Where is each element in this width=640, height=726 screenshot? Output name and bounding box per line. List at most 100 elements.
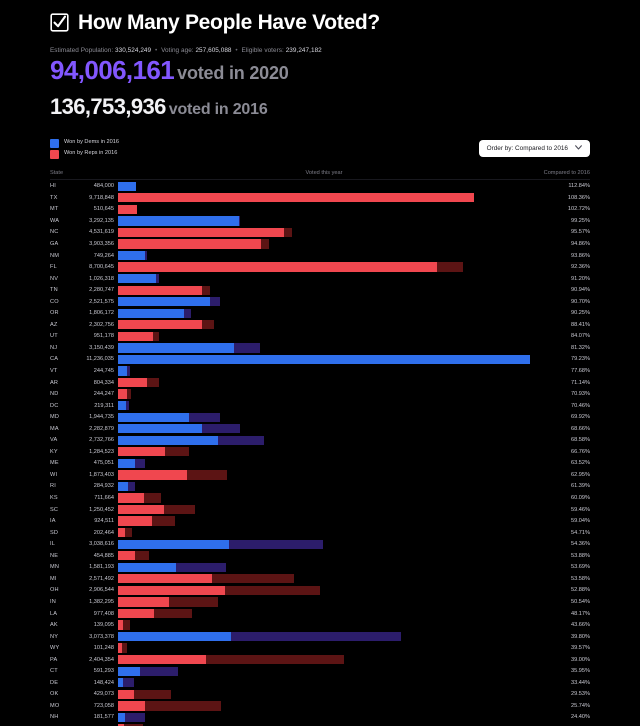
state-abbr: NE <box>50 552 59 559</box>
table-row[interactable]: ND 244,247 70.93% <box>50 388 590 400</box>
compared-to-2016: 48.17% <box>571 610 590 617</box>
table-row[interactable]: NE 454,885 53.88% <box>50 550 590 562</box>
table-row[interactable]: SC 1,250,452 59.46% <box>50 504 590 516</box>
votes-this-year: 1,581,193 <box>89 564 114 571</box>
votes-this-year: 11,236,035 <box>86 356 114 363</box>
table-row[interactable]: NJ 3,150,439 81.32% <box>50 342 590 354</box>
state-abbr: TX <box>50 194 58 201</box>
table-row[interactable]: MI 2,571,492 53.58% <box>50 573 590 585</box>
votes-this-year: 1,382,295 <box>89 598 114 605</box>
table-row[interactable]: AR 804,334 71.14% <box>50 377 590 389</box>
bar-2016 <box>118 724 144 726</box>
table-row[interactable]: VA 2,732,766 68.58% <box>50 435 590 447</box>
votes-this-year: 202,464 <box>93 529 114 536</box>
table-row[interactable]: NM 749,264 93.86% <box>50 250 590 262</box>
compared-to-2016: 92.36% <box>571 264 590 271</box>
table-row[interactable]: MA 2,282,879 68.66% <box>50 423 590 435</box>
compared-to-2016: 54.71% <box>571 529 590 536</box>
table-row[interactable]: NH 181,577 24.40% <box>50 712 590 724</box>
votes-this-year: 1,944,735 <box>89 414 114 421</box>
table-row[interactable]: WI 1,873,403 62.95% <box>50 469 590 481</box>
compared-to-2016: 24.40% <box>571 714 590 721</box>
table-row[interactable]: NC 4,531,619 95.57% <box>50 227 590 239</box>
compared-to-2016: 93.86% <box>571 252 590 259</box>
compared-to-2016: 53.88% <box>571 552 590 559</box>
table-row[interactable]: MT 510,645 102.72% <box>50 204 590 216</box>
table-row[interactable]: GA 3,903,356 94.86% <box>50 238 590 250</box>
votes-this-year: 3,903,356 <box>89 241 114 247</box>
order-by-dropdown[interactable]: Order by: Compared to 2016 <box>478 140 590 157</box>
table-row[interactable]: PA 2,404,354 39.00% <box>50 654 590 666</box>
table-row[interactable]: OK 429,073 29.53% <box>50 689 590 701</box>
bar-current <box>118 377 148 388</box>
table-row[interactable]: AZ 2,302,756 88.41% <box>50 319 590 331</box>
table-row[interactable]: HI 484,000 112.84% <box>50 181 590 193</box>
table-row[interactable]: DE 148,424 33.44% <box>50 677 590 689</box>
state-abbr: CO <box>50 298 59 305</box>
bar-current <box>118 643 122 653</box>
state-abbr: IL <box>50 541 56 548</box>
state-abbr: KS <box>50 495 58 502</box>
bar-current <box>118 193 475 203</box>
table-row[interactable]: SD 202,464 54.71% <box>50 527 590 539</box>
bar-cell <box>118 515 530 527</box>
column-header-compared[interactable]: Compared to 2016 <box>543 169 590 176</box>
table-row[interactable]: AK 139,095 43.66% <box>50 619 590 631</box>
controls-row: Won by Dems in 2016 Won by Reps in 2016 … <box>50 137 590 161</box>
table-row[interactable]: MD 1,944,735 69.92% <box>50 411 590 423</box>
state-abbr: NH <box>50 714 59 721</box>
bar-current <box>118 366 127 376</box>
table-row[interactable]: NV 1,026,318 91.20% <box>50 273 590 285</box>
bar-current <box>118 712 125 723</box>
table-row[interactable]: LA 977,408 48.17% <box>50 608 590 620</box>
bar-current <box>118 551 135 561</box>
votes-this-year: 244,745 <box>93 368 114 375</box>
bar-cell <box>118 619 530 631</box>
state-abbr: NM <box>50 252 60 259</box>
table-row[interactable]: MN 1,581,193 53.69% <box>50 562 590 574</box>
table-row[interactable]: CA 11,236,035 79.23% <box>50 354 590 366</box>
table-row[interactable]: KS 711,664 60.09% <box>50 492 590 504</box>
compared-to-2016: 90.94% <box>571 287 590 294</box>
bar-current <box>118 297 211 307</box>
bar-cell <box>118 608 530 620</box>
table-row[interactable]: VT 244,745 77.68% <box>50 365 590 377</box>
table-row[interactable]: WA 3,292,135 99.25% <box>50 215 590 227</box>
compared-to-2016: 99.25% <box>571 217 590 224</box>
table-row[interactable]: IN 1,382,295 50.54% <box>50 596 590 608</box>
bar-current <box>118 655 207 665</box>
bar-cell <box>118 354 530 366</box>
bar-current <box>118 631 231 642</box>
table-row[interactable]: UT 951,178 84.07% <box>50 331 590 343</box>
table-row[interactable]: CT 591,293 35.95% <box>50 665 590 677</box>
compared-to-2016: 54.36% <box>571 541 590 548</box>
bar-cell <box>118 573 530 585</box>
table-row[interactable]: TX 9,718,848 108.36% <box>50 192 590 204</box>
table-row[interactable]: DC 219,311 70.46% <box>50 400 590 412</box>
column-header-voted[interactable]: Voted this year <box>305 169 343 176</box>
votes-this-year: 475,051 <box>93 460 114 467</box>
table-row[interactable]: MO 723,058 25.74% <box>50 700 590 712</box>
state-abbr: NJ <box>50 344 58 351</box>
table-row[interactable]: IL 3,038,616 54.36% <box>50 538 590 550</box>
bar-current <box>118 701 145 711</box>
votes-2016-stat: 136,753,936 voted in 2016 <box>50 94 590 119</box>
table-row[interactable]: OH 2,906,544 52.88% <box>50 585 590 597</box>
bar-current <box>118 239 262 249</box>
bar-cell <box>118 458 530 470</box>
table-row[interactable]: RI 284,932 61.39% <box>50 481 590 493</box>
table-row[interactable]: TN 2,280,747 90.94% <box>50 284 590 296</box>
column-header-state[interactable]: State <box>50 169 64 176</box>
table-row[interactable]: OR 1,806,172 90.25% <box>50 308 590 320</box>
table-row[interactable]: ME 475,051 63.52% <box>50 458 590 470</box>
table-row[interactable]: NY 3,073,378 39.80% <box>50 631 590 643</box>
bar-cell <box>118 665 530 677</box>
table-row[interactable]: IA 924,511 59.04% <box>50 515 590 527</box>
compared-to-2016: 59.04% <box>571 518 590 525</box>
table-row[interactable]: KY 1,284,523 66.76% <box>50 446 590 458</box>
votes-this-year: 1,250,452 <box>89 506 114 513</box>
population-label: Estimated Population: <box>50 47 114 54</box>
table-row[interactable]: WY 101,248 39.57% <box>50 642 590 654</box>
table-row[interactable]: CO 2,521,575 90.70% <box>50 296 590 308</box>
table-row[interactable]: FL 8,700,645 92.36% <box>50 261 590 273</box>
